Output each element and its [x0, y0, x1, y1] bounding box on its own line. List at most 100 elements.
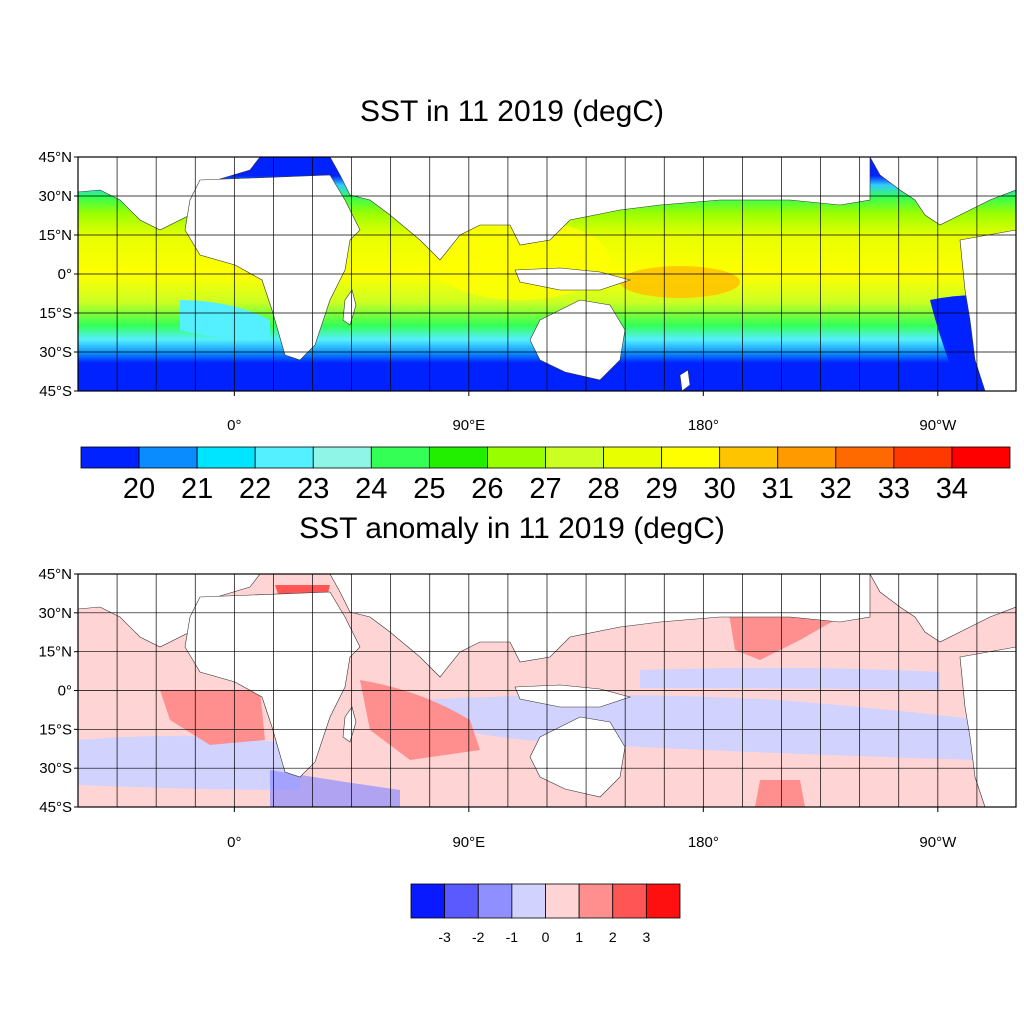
anomaly-map-title: SST anomaly in 11 2019 (degC)	[299, 512, 725, 545]
anomaly-positive-atlantic	[160, 690, 265, 745]
longitude-tick-label: 180°	[688, 834, 719, 851]
land-south-america	[959, 229, 1016, 391]
land-australia	[529, 299, 626, 381]
colorbar-swatch	[477, 883, 513, 919]
colorbar-swatch	[370, 446, 430, 469]
anomaly-negative-equatorial	[640, 667, 940, 690]
colorbar-label: -2	[472, 929, 485, 945]
sst-map: 45°N 30°N 15°N 0° 15°S 30°S 45°S 0° 90°E 180° 90°…	[38, 149, 1017, 434]
latitude-tick-label: 45°S	[39, 383, 72, 400]
land-americas-east	[869, 157, 1016, 226]
latitude-tick-label: 45°N	[38, 566, 72, 583]
colorbar-swatch	[428, 446, 488, 469]
latitude-tick-label: 15°N	[38, 227, 72, 244]
colorbar-label: 29	[645, 473, 677, 505]
anomaly-land	[78, 574, 1016, 807]
latitude-tick-label: 45°N	[38, 149, 72, 166]
land-new-zealand	[679, 369, 691, 391]
colorbar-label: 27	[529, 473, 561, 505]
colorbar-label: -3	[438, 929, 451, 945]
land-madagascar	[342, 706, 357, 743]
latitude-tick-label: 0°	[58, 266, 72, 283]
colorbar-label: 2	[609, 929, 617, 945]
latitude-tick-label: 30°S	[39, 760, 72, 777]
colorbar-swatch	[835, 446, 895, 469]
latitude-tick-label: 15°N	[38, 644, 72, 661]
colorbar-swatch	[511, 883, 546, 919]
land-australia	[529, 716, 626, 798]
cool-region-south-atlantic	[180, 300, 270, 340]
longitude-tick-label: 90°E	[452, 834, 485, 851]
colorbar-label: 33	[878, 473, 910, 505]
sst-map-title: SST in 11 2019 (degC)	[359, 95, 665, 128]
colorbar-label: 32	[820, 473, 852, 505]
colorbar-swatch	[254, 446, 314, 469]
longitude-tick-label: 180°	[688, 417, 719, 434]
anomaly-positive-indian	[360, 680, 480, 760]
warm-pool-region	[620, 266, 740, 298]
colorbar-swatch	[951, 446, 1011, 469]
colorbar-swatch	[312, 446, 372, 469]
colorbar-swatch	[444, 883, 479, 919]
latitude-tick-label: 30°S	[39, 344, 72, 361]
longitude-tick-label: 0°	[227, 417, 241, 434]
longitude-tick-label: 90°W	[919, 834, 957, 851]
colorbar-swatch	[661, 446, 721, 469]
colorbar-label: -1	[506, 929, 519, 945]
sst-colorbar: 20 21 22 23 24 25 26 27 28 29 30 31 32 33 34	[80, 446, 1011, 505]
longitude-tick-label: 0°	[227, 834, 241, 851]
anomaly-colorbar: -3 -2 -1 0 1 2 3	[410, 883, 681, 945]
land-north-america	[78, 574, 261, 648]
latitude-tick-label: 0°	[58, 683, 72, 700]
colorbar-swatch	[645, 883, 681, 919]
colorbar-swatch	[196, 446, 256, 469]
colorbar-label: 1	[575, 929, 583, 945]
colorbar-swatch	[603, 446, 663, 469]
longitude-tick-label: 90°W	[919, 417, 957, 434]
latitude-tick-label: 45°S	[39, 799, 72, 816]
colorbar-label: 34	[936, 473, 968, 505]
land-indonesia	[514, 267, 632, 291]
colorbar-swatch	[80, 446, 140, 469]
colorbar-label: 31	[762, 473, 794, 505]
colorbar-swatch	[410, 883, 446, 919]
land-south-america	[959, 646, 1016, 807]
anomaly-negative-patch	[270, 770, 400, 807]
colorbar-label: 26	[471, 473, 503, 505]
land-americas-east	[869, 574, 1016, 643]
latitude-tick-label: 30°N	[38, 188, 72, 205]
anomaly-map: 45°N 30°N 15°N 0° 15°S 30°S 45°S 0° 90°E 180° 90°…	[38, 566, 1017, 851]
land-madagascar	[342, 289, 357, 326]
colorbar-swatch	[777, 446, 837, 469]
colorbar-swatch	[719, 446, 779, 469]
colorbar-label: 25	[413, 473, 445, 505]
colorbar-label: 23	[297, 473, 329, 505]
latitude-tick-label: 15°S	[39, 305, 72, 322]
colorbar-swatch	[487, 446, 546, 469]
colorbar-swatch	[612, 883, 647, 919]
land-eurasia	[329, 157, 871, 261]
colorbar-label: 28	[587, 473, 619, 505]
colorbar-label: 20	[123, 473, 155, 505]
colorbar-label: 3	[642, 929, 650, 945]
colorbar-label: 21	[181, 473, 213, 505]
colorbar-swatch	[545, 446, 604, 469]
latitude-tick-label: 15°S	[39, 721, 72, 738]
colorbar-swatch	[893, 446, 953, 469]
anomaly-positive-south-pacific	[755, 780, 805, 807]
colorbar-label: 30	[704, 473, 736, 505]
colorbar-label: 22	[239, 473, 271, 505]
colorbar-label: 24	[355, 473, 387, 505]
colorbar-swatch	[578, 883, 614, 919]
anomaly-negative-band	[420, 695, 980, 760]
colorbar-swatch	[545, 883, 580, 919]
longitude-tick-label: 90°E	[452, 417, 485, 434]
land-eurasia	[329, 574, 871, 678]
anomaly-negative-south-atlantic	[78, 736, 300, 790]
latitude-tick-label: 30°N	[38, 605, 72, 622]
sst-land	[78, 157, 1016, 391]
land-north-america	[78, 157, 261, 231]
colorbar-label: 0	[542, 929, 550, 945]
colorbar-swatch	[138, 446, 198, 469]
